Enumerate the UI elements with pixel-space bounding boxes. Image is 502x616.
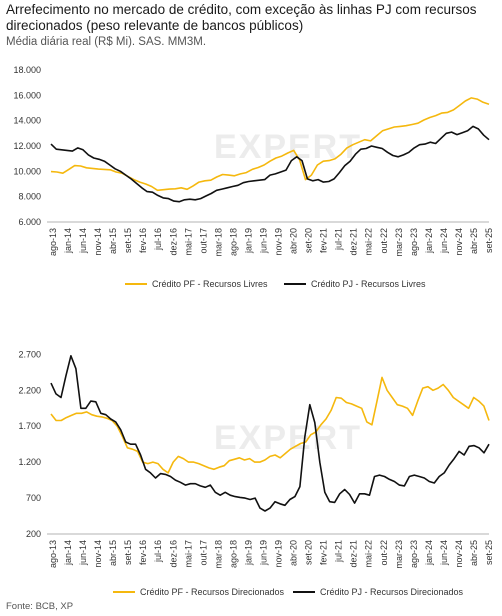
- x-tick-label: dez-21: [349, 228, 359, 256]
- x-tick-label: nov-19: [274, 540, 284, 568]
- y-tick-label: 16.000: [13, 90, 41, 100]
- x-tick-label: dez-16: [168, 228, 178, 256]
- y-tick-label: 2.200: [18, 385, 41, 395]
- x-tick-label: set-15: [123, 540, 133, 565]
- x-tick-label: mar-23: [394, 540, 404, 569]
- x-tick-label: mai-17: [183, 540, 193, 568]
- series-line-pj: [50, 125, 490, 203]
- watermark-text: EXPERT: [214, 419, 362, 457]
- x-tick-label: jun-24: [439, 228, 449, 254]
- x-tick-label: jan-19: [243, 540, 253, 566]
- x-tick-label: abr-25: [469, 540, 479, 566]
- y-tick-label: 200: [26, 529, 41, 539]
- y-tick-label: 14.000: [13, 116, 41, 126]
- x-tick-label: jul-16: [153, 540, 163, 563]
- x-tick-label: fev-16: [138, 540, 148, 565]
- x-tick-label: mar-18: [213, 228, 223, 257]
- y-tick-label: 12.000: [13, 141, 41, 151]
- x-tick-label: jun-19: [258, 540, 268, 566]
- x-tick-label: mar-23: [394, 228, 404, 257]
- x-tick-label: out-22: [379, 540, 389, 566]
- x-tick-label: jan-14: [63, 228, 73, 254]
- x-tick-label: jan-19: [243, 228, 253, 254]
- x-tick-label: abr-20: [289, 228, 299, 254]
- source-note: Fonte: BCB, XP: [6, 601, 74, 612]
- x-tick-label: nov-14: [93, 540, 103, 568]
- x-tick-label: jul-16: [153, 228, 163, 251]
- x-tick-label: mai-17: [183, 228, 193, 256]
- y-tick-label: 10.000: [13, 166, 41, 176]
- y-tick-label: 1.700: [18, 421, 41, 431]
- y-tick-label: 8.000: [18, 192, 41, 202]
- y-tick-label: 6.000: [18, 217, 41, 227]
- x-tick-label: set-25: [484, 540, 494, 565]
- x-tick-label: jan-24: [424, 540, 434, 566]
- x-tick-label: nov-24: [454, 228, 464, 256]
- chart-title: Arrefecimento no mercado de crédito, com…: [6, 2, 477, 33]
- x-tick-label: ago-13: [48, 540, 58, 568]
- legend-label: Crédito PJ - Recursos Livres: [311, 279, 426, 289]
- x-tick-label: abr-20: [289, 540, 299, 566]
- x-tick-label: jul-21: [334, 540, 344, 563]
- x-tick-label: mai-22: [364, 540, 374, 568]
- series-line-pf: [50, 376, 490, 474]
- x-tick-label: jun-14: [78, 540, 88, 566]
- x-tick-label: ago-13: [48, 228, 58, 256]
- x-tick-label: fev-16: [138, 228, 148, 253]
- x-tick-label: ago-23: [409, 540, 419, 568]
- x-tick-label: jun-14: [78, 228, 88, 254]
- x-tick-label: jan-24: [424, 228, 434, 254]
- x-tick-label: ago-18: [228, 540, 238, 568]
- legend-label: Crédito PF - Recursos Livres: [152, 279, 268, 289]
- x-tick-label: jan-14: [63, 540, 73, 566]
- y-tick-label: 18.000: [13, 65, 41, 75]
- x-tick-label: fev-21: [319, 228, 329, 253]
- x-tick-label: mai-22: [364, 228, 374, 256]
- x-tick-label: nov-19: [274, 228, 284, 256]
- x-tick-label: set-25: [484, 228, 494, 253]
- y-tick-label: 2.700: [18, 349, 41, 359]
- x-tick-label: abr-25: [469, 228, 479, 254]
- series-line-pj: [50, 354, 490, 512]
- x-tick-label: ago-18: [228, 228, 238, 256]
- x-tick-label: mar-18: [213, 540, 223, 569]
- chart-subtitle: Média diária real (R$ Mi). SAS. MM3M.: [6, 36, 207, 48]
- x-tick-label: set-15: [123, 228, 133, 253]
- legend-label: Crédito PF - Recursos Direcionados: [140, 587, 285, 597]
- x-tick-label: abr-15: [108, 540, 118, 566]
- x-tick-label: jun-24: [439, 540, 449, 566]
- x-tick-label: jul-21: [334, 228, 344, 251]
- x-tick-label: out-22: [379, 228, 389, 254]
- x-tick-label: dez-21: [349, 540, 359, 568]
- x-tick-label: jun-19: [258, 228, 268, 254]
- legend-label: Crédito PJ - Recursos Direcionados: [320, 587, 464, 597]
- y-tick-label: 1.200: [18, 457, 41, 467]
- x-tick-label: abr-15: [108, 228, 118, 254]
- x-tick-label: nov-24: [454, 540, 464, 568]
- x-tick-label: out-17: [198, 228, 208, 254]
- x-tick-label: set-20: [304, 540, 314, 565]
- x-tick-label: fev-21: [319, 540, 329, 565]
- watermark-text: EXPERT: [214, 128, 362, 166]
- y-tick-label: 700: [26, 493, 41, 503]
- x-tick-label: out-17: [198, 540, 208, 566]
- x-tick-label: set-20: [304, 228, 314, 253]
- x-tick-label: nov-14: [93, 228, 103, 256]
- x-tick-label: dez-16: [168, 540, 178, 568]
- x-tick-label: ago-23: [409, 228, 419, 256]
